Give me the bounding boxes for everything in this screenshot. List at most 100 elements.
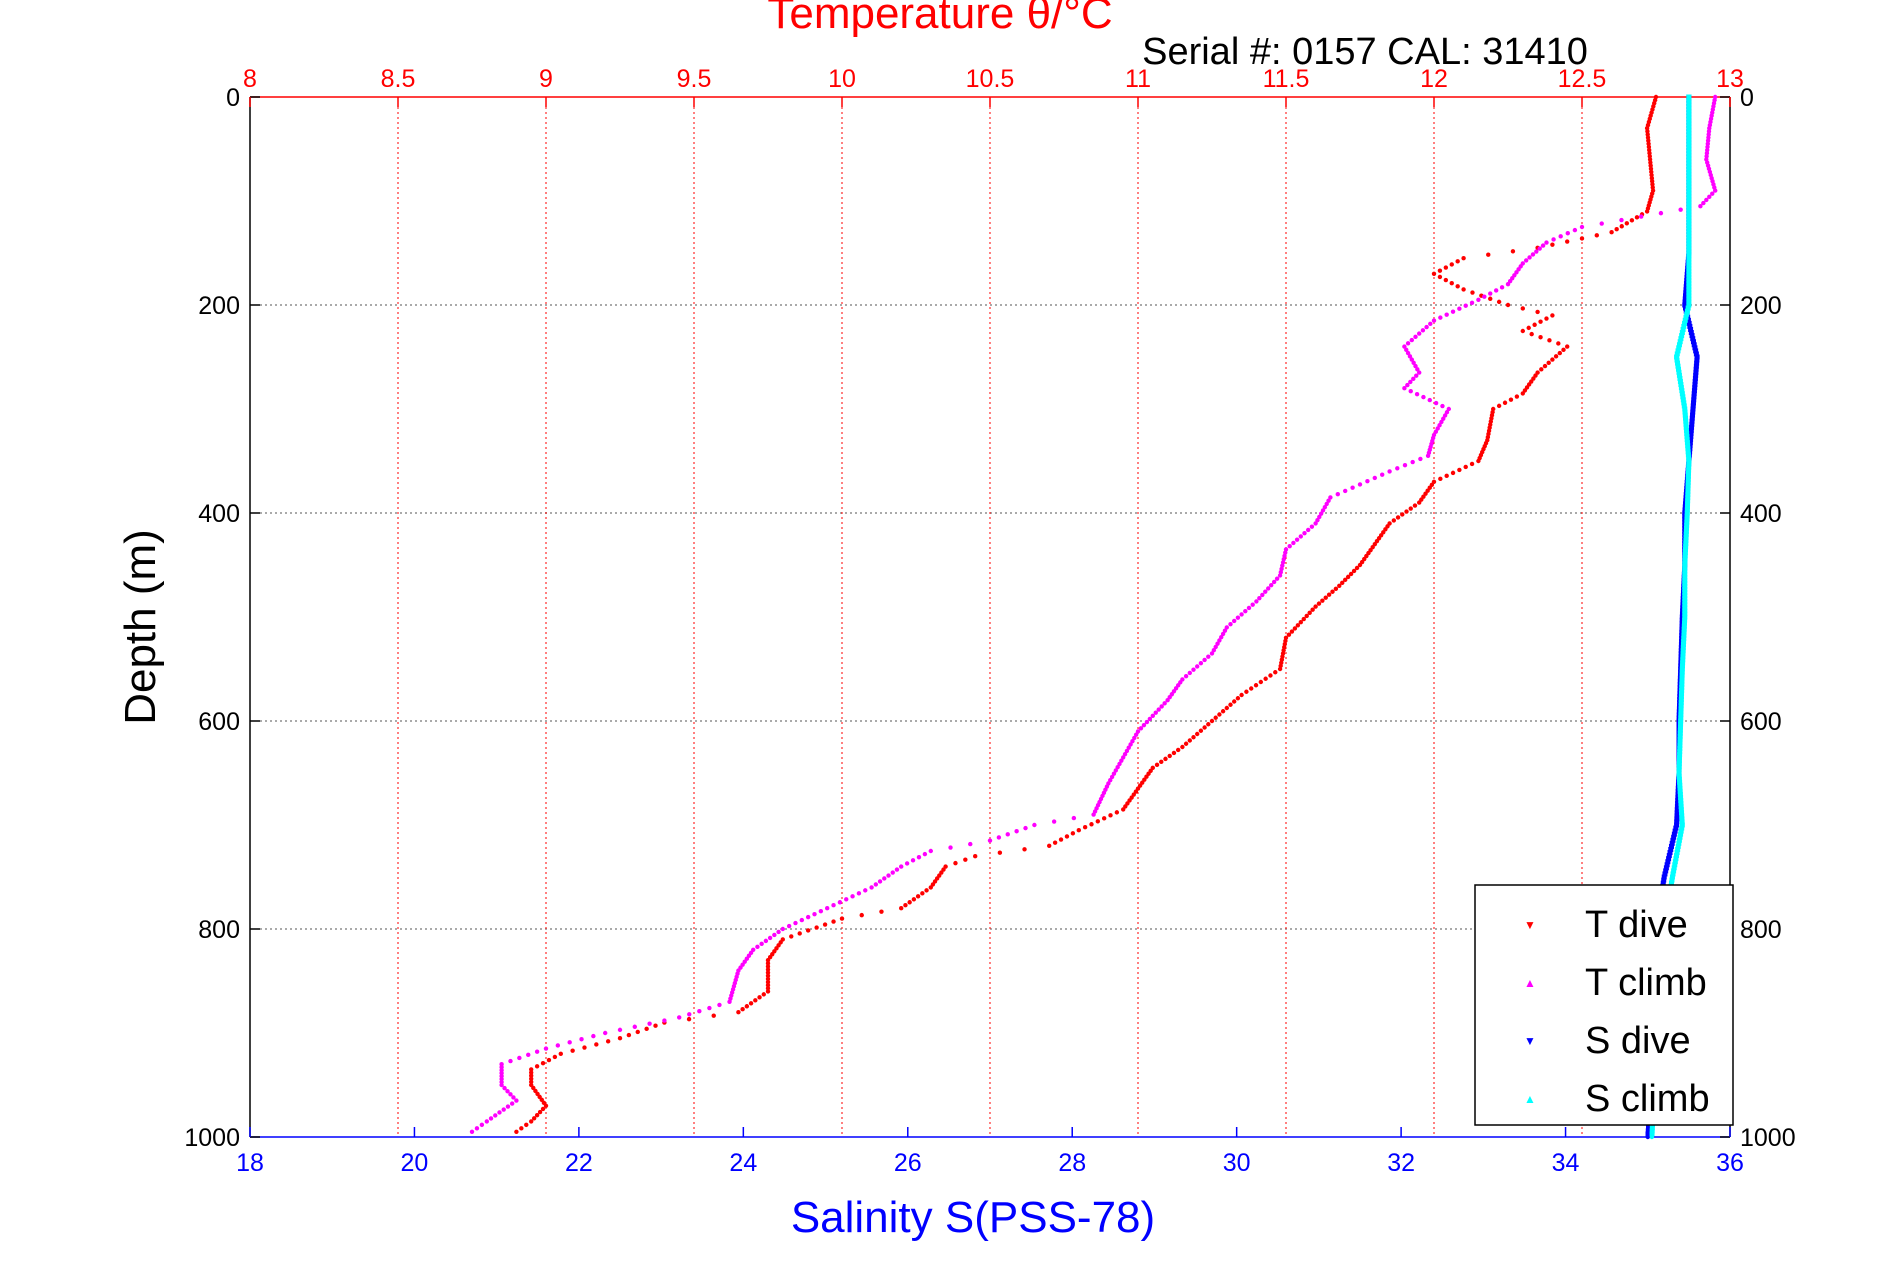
- data-point-t-dive: [765, 982, 771, 988]
- data-point-s-climb: [1686, 458, 1692, 464]
- data-point-s-climb: [1677, 746, 1683, 752]
- salinity-tick-label: 20: [401, 1149, 429, 1177]
- data-point-t-dive: [911, 897, 917, 902]
- data-point-s-climb: [1686, 144, 1692, 150]
- data-point-s-climb: [1686, 241, 1692, 247]
- data-point-t-climb: [488, 1116, 494, 1121]
- temperature-tick-label: 12.5: [1558, 65, 1607, 93]
- data-point-s-climb: [1680, 642, 1686, 648]
- data-point-t-dive: [953, 860, 958, 866]
- data-point-t-dive: [1249, 686, 1254, 691]
- data-point-t-dive: [1565, 239, 1570, 244]
- data-point-t-climb: [1639, 214, 1644, 219]
- data-point-t-dive: [1191, 735, 1196, 740]
- data-point-t-dive: [1213, 715, 1218, 720]
- data-point-s-climb: [1684, 516, 1690, 522]
- data-point-t-climb: [1698, 204, 1703, 209]
- data-point-s-dive: [1683, 293, 1689, 299]
- data-point-t-climb: [1357, 482, 1363, 487]
- data-point-s-climb: [1684, 434, 1690, 440]
- data-point-t-climb: [1313, 521, 1318, 526]
- legend-marker: ▲: [1524, 976, 1536, 990]
- data-point-s-climb: [1685, 479, 1691, 485]
- data-point-s-dive: [1666, 853, 1672, 859]
- data-point-s-climb: [1686, 198, 1692, 204]
- data-point-t-dive: [1461, 287, 1466, 292]
- data-point-t-climb: [617, 1027, 623, 1033]
- data-point-s-climb: [1679, 825, 1685, 831]
- data-point-s-climb: [1678, 721, 1684, 727]
- data-point-t-climb: [697, 1008, 702, 1014]
- data-point-t-dive: [1609, 230, 1614, 235]
- data-point-s-climb: [1686, 278, 1692, 284]
- data-point-t-climb: [1324, 501, 1329, 507]
- data-point-s-climb: [1676, 767, 1682, 773]
- data-point-t-climb: [1551, 237, 1556, 242]
- data-point-t-dive: [540, 1060, 546, 1066]
- data-point-t-climb: [1469, 300, 1475, 305]
- data-point-s-climb: [1677, 779, 1683, 785]
- data-point-s-climb: [1677, 749, 1683, 755]
- data-point-t-climb: [514, 1098, 519, 1103]
- data-point-t-dive: [1561, 347, 1566, 353]
- data-point-t-climb: [469, 1129, 475, 1135]
- data-point-t-climb: [793, 920, 798, 926]
- data-point-s-dive: [1691, 388, 1697, 394]
- data-point-t-dive: [1175, 747, 1181, 753]
- data-point-s-climb: [1683, 531, 1689, 537]
- data-point-t-dive: [711, 1013, 716, 1018]
- data-point-s-climb: [1673, 856, 1679, 862]
- data-point-t-climb: [1277, 573, 1283, 578]
- data-point-t-climb: [1534, 249, 1539, 254]
- data-point-t-dive: [514, 1129, 519, 1135]
- data-point-s-climb: [1686, 461, 1692, 467]
- data-point-s-dive: [1674, 822, 1680, 828]
- data-point-t-climb: [1326, 498, 1331, 503]
- depth-tick-label-left: 200: [198, 292, 240, 320]
- data-point-t-dive: [765, 958, 771, 963]
- data-point-t-dive: [1076, 828, 1082, 833]
- data-point-s-climb: [1681, 623, 1687, 629]
- data-point-t-dive: [1455, 284, 1460, 289]
- data-point-t-climb: [894, 867, 900, 872]
- data-point-t-climb: [1138, 726, 1144, 731]
- data-point-s-climb: [1683, 541, 1689, 547]
- data-point-s-climb: [1676, 770, 1682, 776]
- data-point-t-dive: [1273, 670, 1278, 675]
- data-point-s-climb: [1686, 235, 1692, 241]
- data-point-t-climb: [1413, 334, 1418, 340]
- data-point-t-dive: [1469, 461, 1475, 467]
- data-point-s-climb: [1676, 372, 1682, 378]
- data-point-s-dive: [1689, 333, 1695, 339]
- data-point-s-climb: [1685, 498, 1691, 504]
- depth-tick-label-right: 1000: [1740, 1124, 1796, 1152]
- data-point-t-climb: [1209, 651, 1215, 656]
- data-point-t-dive: [753, 998, 758, 1003]
- data-point-t-climb: [1441, 416, 1446, 421]
- data-point-s-climb: [1675, 846, 1681, 852]
- data-point-s-dive: [1646, 1125, 1652, 1131]
- data-point-s-climb: [1684, 525, 1690, 531]
- data-point-t-climb: [1463, 303, 1468, 308]
- data-point-t-dive: [1357, 562, 1363, 568]
- data-point-t-climb: [502, 1085, 507, 1091]
- data-point-s-climb: [1669, 877, 1675, 883]
- data-point-s-climb: [1686, 163, 1692, 169]
- data-point-t-climb: [1051, 819, 1057, 824]
- data-point-t-dive: [1443, 265, 1449, 270]
- data-point-s-climb: [1678, 828, 1684, 834]
- data-point-t-climb: [534, 1049, 540, 1054]
- data-point-s-climb: [1685, 486, 1691, 492]
- data-point-t-dive: [537, 1109, 543, 1115]
- data-point-s-climb: [1677, 378, 1683, 384]
- data-point-s-climb: [1682, 409, 1688, 415]
- data-point-t-climb: [1408, 379, 1413, 385]
- data-point-t-climb: [647, 1021, 652, 1026]
- data-point-t-dive: [1529, 331, 1534, 337]
- data-point-t-dive: [765, 973, 771, 978]
- data-point-s-climb: [1680, 657, 1686, 663]
- data-point-t-dive: [1470, 290, 1475, 295]
- data-point-s-climb: [1680, 654, 1686, 660]
- data-point-t-dive: [1232, 699, 1237, 704]
- data-point-s-climb: [1685, 492, 1691, 498]
